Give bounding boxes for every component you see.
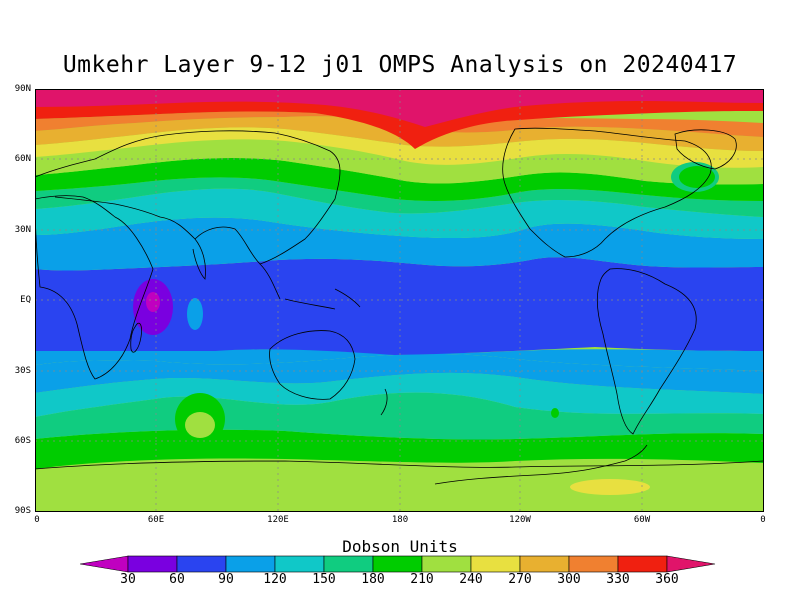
colorbar-segment-240 [470, 555, 521, 573]
lon-label-0-right: 0 [760, 515, 766, 525]
colorbar-label-90: 90 [218, 572, 234, 587]
lon-label-120w: 120W [509, 515, 531, 525]
colorbar-label-270: 270 [508, 572, 532, 587]
colorbar-segment-above-360 [666, 555, 716, 573]
lon-label-120e: 120E [267, 515, 289, 525]
colorbar-segment-below-30 [80, 555, 129, 573]
colorbar-label-300: 300 [557, 572, 581, 587]
lat-label-90s: 90S [14, 506, 31, 516]
lat-label-60s: 60S [14, 436, 31, 446]
colorbar-label-360: 360 [655, 572, 679, 587]
lon-label-180: 180 [391, 515, 409, 525]
colorbar-label-210: 210 [410, 572, 434, 587]
lon-label-60w: 60W [633, 515, 651, 525]
colorbar-segment-60 [176, 555, 227, 573]
lon-label-60e: 60E [147, 515, 165, 525]
colorbar-segment-150 [323, 555, 374, 573]
colorbar-label-180: 180 [361, 572, 385, 587]
colorbar-segment-210 [421, 555, 472, 573]
map-title: Umkehr Layer 9-12 j01 OMPS Analysis on 2… [62, 52, 738, 78]
lat-label-eq: EQ [20, 295, 31, 305]
colorbar-segment-30 [127, 555, 178, 573]
lat-label-90n: 90N [14, 84, 31, 94]
colorbar-segment-90 [225, 555, 276, 573]
colorbar-segment-270 [519, 555, 570, 573]
ozone-map [35, 89, 763, 511]
colorbar-title: Dobson Units [342, 537, 458, 556]
colorbar-segment-300 [568, 555, 619, 573]
lat-label-60n: 60N [14, 154, 31, 164]
colorbar-segment-120 [274, 555, 325, 573]
coastlines [35, 127, 763, 485]
colorbar-label-60: 60 [169, 572, 185, 587]
colorbar-label-150: 150 [312, 572, 336, 587]
lat-label-30s: 30S [14, 366, 31, 376]
colorbar-label-120: 120 [263, 572, 287, 587]
colorbar-label-330: 330 [606, 572, 630, 587]
map-gridlines [35, 89, 763, 511]
colorbar-segment-180 [372, 555, 423, 573]
lon-label-0-left: 0 [34, 515, 40, 525]
colorbar-segment-330 [617, 555, 668, 573]
colorbar [80, 555, 716, 573]
colorbar-label-30: 30 [120, 572, 136, 587]
lat-label-30n: 30N [14, 225, 31, 235]
colorbar-label-240: 240 [459, 572, 483, 587]
